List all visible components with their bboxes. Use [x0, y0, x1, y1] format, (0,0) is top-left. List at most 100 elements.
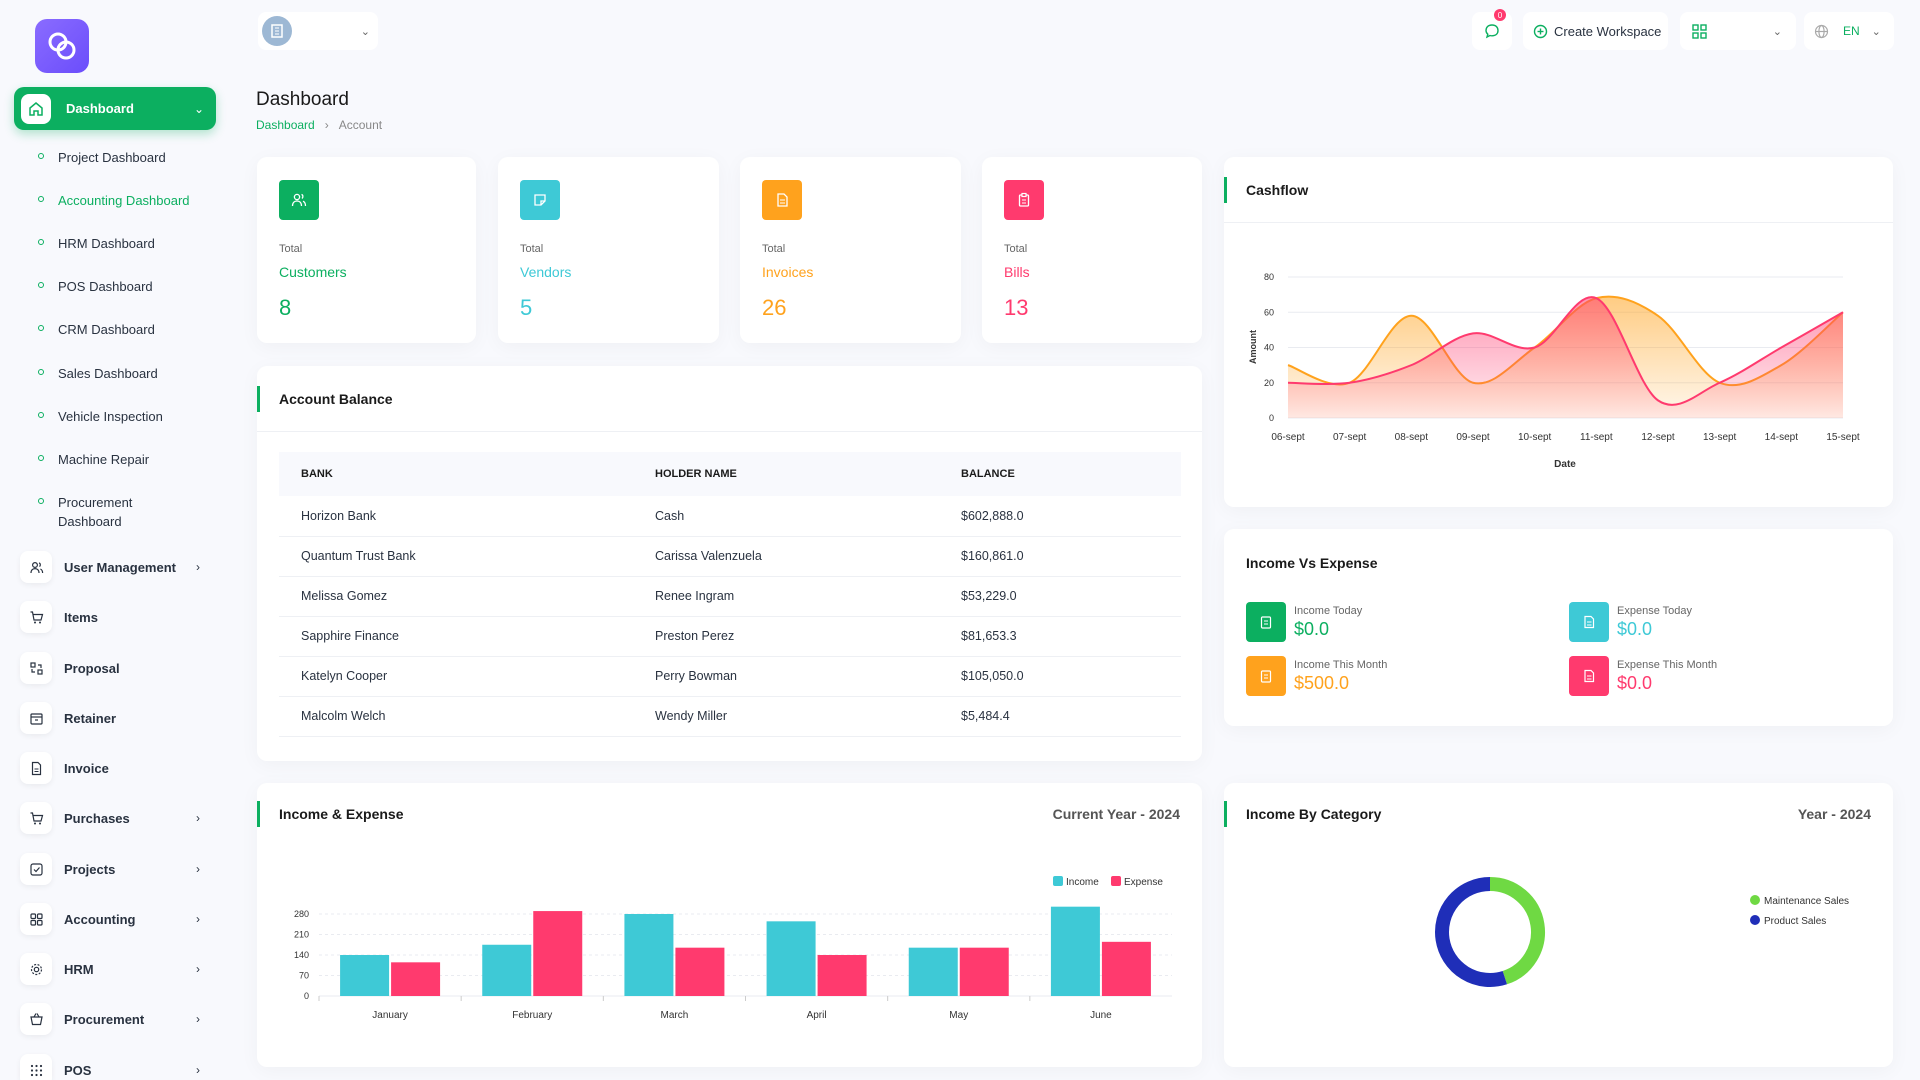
stat-value: 5 [520, 295, 533, 320]
table-cell: Perry Bowman [633, 656, 939, 697]
sidebar-item-items[interactable]: Items [20, 600, 210, 634]
sidebar-subitem[interactable]: CRM Dashboard [38, 320, 155, 339]
item-value: $500.0 [1294, 672, 1350, 693]
table-cell: Carissa Valenzuela [633, 536, 939, 577]
y-tick-label: 60 [1264, 307, 1274, 317]
table-cell: Quantum Trust Bank [279, 536, 633, 577]
sidebar-subitem-label: HRM Dashboard [58, 236, 155, 251]
sidebar-item-user-management[interactable]: User Management › [20, 550, 210, 584]
sidebar-item-hrm[interactable]: HRM › [20, 952, 210, 986]
sidebar-subitem-label: Sales Dashboard [58, 366, 158, 381]
cart-icon [20, 601, 52, 633]
x-tick-label: January [372, 1010, 408, 1021]
create-workspace-button[interactable]: Create Workspace [1523, 12, 1668, 50]
table-cell: $602,888.0 [939, 496, 1181, 537]
dots-icon [20, 1054, 52, 1080]
header-accent [257, 385, 260, 412]
area-series-line [1287, 296, 1844, 406]
item-value: $0.0 [1617, 618, 1653, 639]
item-label: Income This Month [1294, 658, 1388, 671]
sidebar-item-procurement[interactable]: Procurement › [20, 1002, 210, 1036]
table-row: Malcolm Welch Wendy Miller $5,484.4 [279, 696, 1181, 737]
sidebar-subitem[interactable]: Machine Repair [38, 450, 149, 469]
stat-total-label: Total [520, 243, 544, 255]
sidebar-item-accounting[interactable]: Accounting › [20, 902, 210, 936]
x-tick-label: March [661, 1010, 689, 1021]
pie-slice [1435, 877, 1507, 987]
home-icon [21, 93, 51, 124]
bullet-icon [38, 369, 44, 375]
chevron-right-icon: › [196, 811, 200, 825]
table-cell: Katelyn Cooper [279, 656, 633, 697]
card-title: Income By Category [1246, 806, 1382, 822]
legend-label[interactable]: Product Sales [1764, 916, 1826, 927]
file-text-icon [762, 180, 802, 220]
sidebar-subitem[interactable]: HRM Dashboard [38, 234, 155, 253]
sidebar-subitem-label: Machine Repair [58, 452, 150, 467]
stat-card-vendors: Total Vendors 5 [498, 157, 719, 343]
sidebar-item-label: User Management [64, 559, 176, 575]
card-title: Cashflow [1246, 181, 1309, 198]
apps-dropdown[interactable]: ⌄ [1680, 12, 1796, 50]
sidebar-item-label: Procurement [64, 1011, 145, 1027]
file-icon [1569, 656, 1609, 696]
column-header-balance: BALANCE [939, 452, 1181, 496]
legend-label[interactable]: Expense [1124, 877, 1163, 888]
users-icon [20, 551, 52, 583]
sidebar-subitem-label: CRM Dashboard [58, 322, 155, 337]
file-icon [1569, 602, 1609, 642]
stat-total-label: Total [279, 243, 303, 255]
card-title: Income Vs Expense [1246, 555, 1378, 571]
sidebar-subitem[interactable]: POS Dashboard [38, 277, 153, 296]
box-icon [20, 702, 52, 734]
sidebar-subitem-label: Accounting Dashboard [58, 193, 190, 208]
sidebar-subitem[interactable]: Vehicle Inspection [38, 407, 163, 426]
sidebar-subitem-label: Procurement Dashboard [58, 495, 133, 529]
app-logo[interactable] [35, 19, 89, 73]
bullet-icon [38, 239, 44, 245]
note-icon [520, 180, 560, 220]
sidebar-subitem[interactable]: Accounting Dashboard [38, 191, 190, 210]
sidebar-item-invoice[interactable]: Invoice [20, 751, 210, 785]
bullet-icon [38, 325, 44, 331]
card-subtitle: Year - 2024 [1797, 806, 1871, 822]
x-tick-label: 12-sept [1641, 432, 1675, 443]
column-header-bank: BANK [279, 452, 633, 496]
bar-income [340, 955, 390, 996]
sidebar-subitem[interactable]: Project Dashboard [38, 148, 166, 167]
sidebar-subitem-label: POS Dashboard [58, 279, 153, 294]
y-tick-label: 70 [299, 971, 309, 981]
legend-label[interactable]: Maintenance Sales [1764, 896, 1849, 907]
chevron-down-icon: ⌄ [1772, 25, 1782, 38]
sidebar-item-projects[interactable]: Projects › [20, 852, 210, 886]
bar-expense [675, 947, 725, 996]
x-tick-label: April [807, 1010, 827, 1021]
globe-icon [1814, 24, 1829, 38]
table-cell: Melissa Gomez [279, 576, 633, 617]
sidebar-item-pos[interactable]: POS › [20, 1053, 210, 1080]
sidebar-item-purchases[interactable]: Purchases › [20, 801, 210, 835]
legend-swatch [1750, 895, 1760, 905]
y-tick-label: 0 [304, 991, 309, 1001]
x-tick-label: 13-sept [1703, 432, 1737, 443]
sidebar-subitem[interactable]: Procurement Dashboard [38, 493, 168, 531]
sidebar-item-retainer[interactable]: Retainer [20, 701, 210, 735]
chat-icon [1485, 24, 1499, 39]
income-expense-chart: 0 70 140 210 280 January February March April May… [294, 876, 1172, 1021]
workspace-select[interactable]: ⌄ [258, 12, 378, 50]
sidebar-subitem[interactable]: Sales Dashboard [38, 364, 158, 383]
legend-label[interactable]: Income [1066, 877, 1099, 888]
language-dropdown[interactable]: EN ⌄ [1804, 12, 1894, 50]
cashflow-card: Cashflow 0 20 40 60 80 06-sept 07-sept 08-sept 0… [1224, 157, 1893, 507]
chevron-right-icon: › [196, 560, 200, 574]
sidebar-item-label: HRM [64, 961, 94, 977]
sidebar-item-proposal[interactable]: Proposal [20, 651, 210, 685]
item-value: $0.0 [1617, 672, 1653, 693]
notification-button[interactable]: 0 [1472, 9, 1512, 50]
breadcrumb-dashboard[interactable]: Dashboard [256, 118, 315, 132]
checkbox-icon [20, 853, 52, 885]
sidebar-item-dashboard[interactable]: Dashboard ⌄ [14, 87, 216, 130]
income-vs-expense-card: Income Vs Expense Income Today $0.0 Expen… [1224, 529, 1893, 726]
sidebar-item-label: Accounting [64, 911, 136, 927]
grid-icon [20, 903, 52, 935]
